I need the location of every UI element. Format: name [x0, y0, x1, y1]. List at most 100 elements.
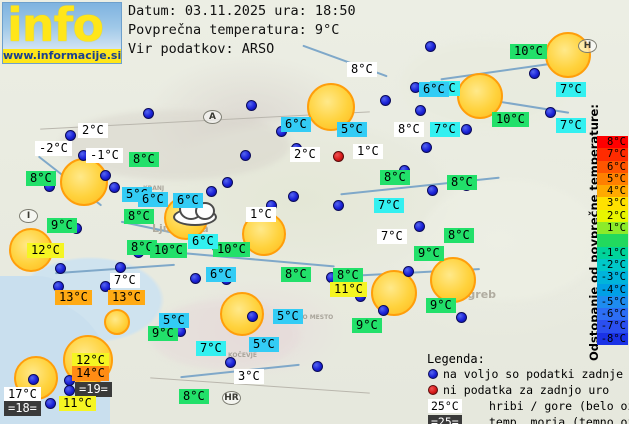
station-dot[interactable] — [246, 100, 257, 111]
station-dot[interactable] — [143, 108, 154, 119]
station-dot[interactable] — [100, 170, 111, 181]
legend-row-mountains: 25°C hribi / gore (belo ozadje) — [427, 398, 629, 414]
station-dot[interactable] — [545, 107, 556, 118]
legend-red-dot-icon — [428, 385, 438, 395]
scale-band: -6°C — [597, 308, 628, 321]
temperature-chip: 8°C — [127, 240, 157, 255]
station-dot[interactable] — [55, 263, 66, 274]
sun-icon — [104, 309, 130, 335]
legend-row-label: hribi / gore (belo ozadje) — [489, 399, 629, 413]
station-dot[interactable] — [64, 385, 75, 396]
legend-row-no-data: ni podatka za zadnjo uro — [427, 382, 609, 398]
country-badge-h: H — [578, 39, 597, 53]
temperature-chip: 5°C — [273, 309, 303, 324]
legend: Legenda: na voljo so podatki zadnje uren… — [427, 352, 629, 424]
scale-band: -4°C — [597, 283, 628, 296]
mountain-temperature-chip: 8°C — [347, 62, 377, 77]
station-dot[interactable] — [28, 374, 39, 385]
station-dot[interactable] — [222, 177, 233, 188]
station-dot[interactable] — [206, 186, 217, 197]
temperature-chip: 14°C — [72, 366, 109, 381]
station-dot[interactable] — [65, 130, 76, 141]
temperature-chip: 5°C — [159, 313, 189, 328]
country-badge-i: I — [19, 209, 38, 223]
station-dot[interactable] — [225, 357, 236, 368]
scale-band: -3°C — [597, 271, 628, 284]
sun-icon — [457, 73, 503, 119]
station-dot[interactable] — [414, 221, 425, 232]
temperature-chip: 12°C — [27, 243, 64, 258]
station-dot-no-data[interactable] — [333, 151, 344, 162]
mountain-temperature-chip: 1°C — [353, 144, 383, 159]
sun-icon — [430, 257, 476, 303]
legend-swatch: =25= — [428, 415, 462, 424]
country-badge-a: A — [203, 110, 222, 124]
station-dot[interactable] — [380, 95, 391, 106]
station-dot[interactable] — [529, 68, 540, 79]
station-dot[interactable] — [288, 191, 299, 202]
station-dot[interactable] — [427, 185, 438, 196]
temperature-chip: 8°C — [281, 267, 311, 282]
scale-band: -1°C — [597, 246, 628, 259]
station-dot[interactable] — [421, 142, 432, 153]
scale-band: 7°C — [597, 148, 628, 161]
station-dot[interactable] — [415, 105, 426, 116]
scale-band: 8°C — [597, 136, 628, 149]
station-dot[interactable] — [247, 311, 258, 322]
temperature-chip: 6°C — [206, 267, 236, 282]
temperature-chip: 7°C — [430, 122, 460, 137]
mountain-temperature-chip: 3°C — [234, 369, 264, 384]
temperature-chip: 8°C — [380, 170, 410, 185]
logo-wordmark: info — [7, 2, 104, 52]
station-dot[interactable] — [312, 361, 323, 372]
sun-icon — [60, 158, 108, 206]
station-dot[interactable] — [378, 305, 389, 316]
temperature-chip: 13°C — [108, 290, 145, 305]
scale-axis-label: Odstopanje od povprečne temperature: — [573, 104, 601, 361]
temperature-chip: 6°C — [419, 82, 449, 97]
cloud-icon — [167, 196, 223, 228]
temperature-deviation-scale: 8°C 7°C 6°C 5°C 4°C 3°C 2°C 1°C -1°C -2°C -3°C -4°C… — [597, 136, 628, 346]
temperature-chip: 7°C — [374, 198, 404, 213]
station-dot[interactable] — [425, 41, 436, 52]
station-dot[interactable] — [190, 273, 201, 284]
mountain-temperature-chip: -2°C — [35, 141, 72, 156]
mountain-temperature-chip: 1°C — [246, 207, 276, 222]
station-dot[interactable] — [461, 124, 472, 135]
temperature-chip: 10°C — [492, 112, 529, 127]
temperature-chip: 8°C — [444, 228, 474, 243]
sea-temperature-chip: =19= — [75, 382, 112, 397]
temperature-chip: 10°C — [213, 242, 250, 257]
scale-band: -8°C — [597, 332, 628, 346]
temperature-chip: 8°C — [333, 268, 363, 283]
scale-band: 1°C — [597, 222, 628, 235]
mountain-temperature-chip: 2°C — [78, 123, 108, 138]
station-dot[interactable] — [403, 266, 414, 277]
temperature-chip: 8°C — [124, 209, 154, 224]
station-dot[interactable] — [456, 312, 467, 323]
station-dot[interactable] — [45, 398, 56, 409]
scale-band: 2°C — [597, 209, 628, 223]
temperature-chip: 6°C — [138, 192, 168, 207]
temperature-chip: 9°C — [148, 326, 178, 341]
station-dot[interactable] — [109, 182, 120, 193]
mountain-temperature-chip: 17°C — [4, 387, 41, 402]
station-dot[interactable] — [333, 200, 344, 211]
temperature-chip: 5°C — [249, 337, 279, 352]
legend-blue-dot-icon — [428, 369, 438, 379]
temperature-chip: 8°C — [26, 171, 56, 186]
station-dot[interactable] — [240, 150, 251, 161]
scale-band: 6°C — [597, 160, 628, 173]
temperature-chip: 10°C — [510, 44, 547, 59]
temperature-chip: 11°C — [59, 396, 96, 411]
temperature-chip: 6°C — [281, 117, 311, 132]
station-dot[interactable] — [115, 262, 126, 273]
legend-row-sea-temp: =25= temp. morja (temno ozadje) — [427, 414, 629, 424]
scale-band: -7°C — [597, 320, 628, 333]
mountain-temperature-chip: 7°C — [110, 273, 140, 288]
mountain-temperature-chip: 2°C — [290, 147, 320, 162]
legend-rows: na voljo so podatki zadnje ure ni podatka… — [427, 366, 629, 424]
mountain-temperature-chip: 7°C — [377, 229, 407, 244]
temperature-chip: 9°C — [47, 218, 77, 233]
site-logo[interactable]: info www.informacije.si — [2, 2, 122, 64]
